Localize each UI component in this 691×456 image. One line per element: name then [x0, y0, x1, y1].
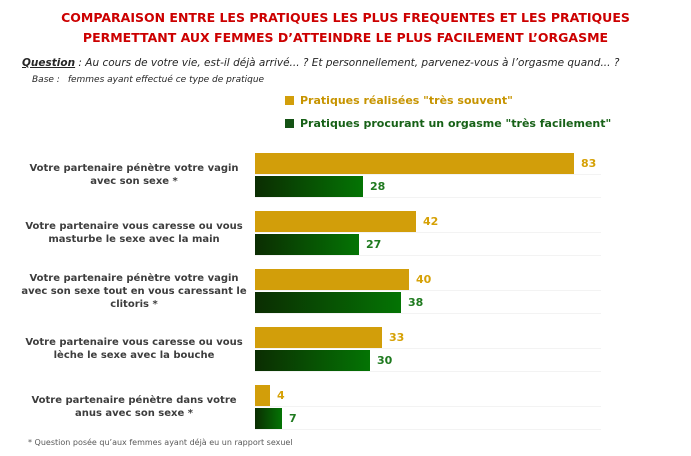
value-label-frequent: 83	[581, 157, 597, 170]
bar-row: 27	[255, 233, 655, 256]
value-label-orgasm: 30	[377, 354, 393, 367]
bar-group: Votre partenaire vous caresse ou vous ma…	[20, 204, 680, 262]
category-label: Votre partenaire vous caresse ou vous lè…	[25, 337, 243, 361]
value-label-orgasm: 28	[370, 180, 386, 193]
bar-chart: Votre partenaire pénètre votre vagin ave…	[20, 146, 680, 436]
category-label: Votre partenaire pénètre dans votre anus…	[31, 395, 237, 419]
bar-row: 4	[255, 384, 655, 407]
legend-item-frequent: Pratiques réalisées "très souvent"	[285, 93, 611, 107]
legend-swatch-gold-icon	[285, 95, 294, 105]
question-label: Question	[22, 57, 76, 69]
legend-item-orgasm: Pratiques procurant un orgasme "très fac…	[285, 116, 611, 130]
row-gridline	[255, 232, 601, 233]
bar-frequent	[255, 326, 382, 349]
row-gridline	[255, 197, 601, 198]
category-label: Votre partenaire vous caresse ou vous ma…	[25, 221, 243, 245]
page-title: COMPARAISON ENTRE LES PRATIQUES LES PLUS…	[0, 8, 691, 48]
row-gridline	[255, 290, 601, 291]
base-label: Base :	[32, 75, 60, 85]
legend-label-frequent: Pratiques réalisées "très souvent"	[300, 93, 513, 107]
row-gridline	[255, 174, 601, 175]
question-text: Question : Au cours de votre vie, est-il…	[22, 57, 672, 69]
footnote: * Question posée qu’aux femmes ayant déj…	[28, 438, 293, 447]
bar-row: 38	[255, 291, 655, 314]
row-gridline	[255, 429, 601, 430]
value-label-orgasm: 38	[408, 296, 424, 309]
bar-row: 83	[255, 152, 655, 175]
bar-pair: 33 30	[255, 326, 655, 372]
category-label: Votre partenaire pénètre votre vagin ave…	[29, 163, 239, 187]
bar-frequent	[255, 268, 409, 291]
row-gridline	[255, 255, 601, 256]
bar-frequent	[255, 152, 574, 175]
legend-swatch-green-icon	[285, 118, 294, 128]
bar-orgasm	[255, 349, 370, 372]
value-label-frequent: 33	[389, 331, 405, 344]
row-gridline	[255, 371, 601, 372]
bar-row: 30	[255, 349, 655, 372]
bar-row: 7	[255, 407, 655, 430]
value-label-orgasm: 27	[366, 238, 382, 251]
bar-group: Votre partenaire pénètre votre vagin ave…	[20, 262, 680, 320]
category-label: Votre partenaire pénètre votre vagin ave…	[21, 272, 247, 310]
value-label-frequent: 40	[416, 273, 432, 286]
bar-orgasm	[255, 407, 282, 430]
bar-pair: 42 27	[255, 210, 655, 256]
legend-label-orgasm: Pratiques procurant un orgasme "très fac…	[300, 116, 612, 130]
value-label-frequent: 4	[277, 389, 285, 402]
bar-orgasm	[255, 233, 359, 256]
bar-pair: 40 38	[255, 268, 655, 314]
bar-row: 28	[255, 175, 655, 198]
bar-pair: 83 28	[255, 152, 655, 198]
chart-legend: Pratiques réalisées "très souvent" Prati…	[285, 93, 611, 139]
title-line-2: PERMETTANT AUX FEMMES D’ATTEINDRE LE PLU…	[82, 30, 609, 45]
value-label-orgasm: 7	[289, 412, 297, 425]
base-text: Base : femmes ayant effectué ce type de p…	[32, 75, 264, 85]
bar-group: Votre partenaire pénètre votre vagin ave…	[20, 146, 680, 204]
bar-row: 42	[255, 210, 655, 233]
bar-frequent	[255, 210, 416, 233]
bar-group: Votre partenaire vous caresse ou vous lè…	[20, 320, 680, 378]
row-gridline	[255, 313, 601, 314]
base-body: femmes ayant effectué ce type de pratiqu…	[67, 75, 265, 85]
title-line-1: COMPARAISON ENTRE LES PRATIQUES LES PLUS…	[61, 10, 630, 25]
row-gridline	[255, 348, 601, 349]
question-body: : Au cours de votre vie, est-il déjà arr…	[75, 57, 620, 69]
bar-group: Votre partenaire pénètre dans votre anus…	[20, 378, 680, 436]
row-gridline	[255, 406, 601, 407]
bar-frequent	[255, 384, 270, 407]
bar-orgasm	[255, 291, 401, 314]
bar-row: 33	[255, 326, 655, 349]
bar-row: 40	[255, 268, 655, 291]
value-label-frequent: 42	[423, 215, 439, 228]
bar-orgasm	[255, 175, 363, 198]
